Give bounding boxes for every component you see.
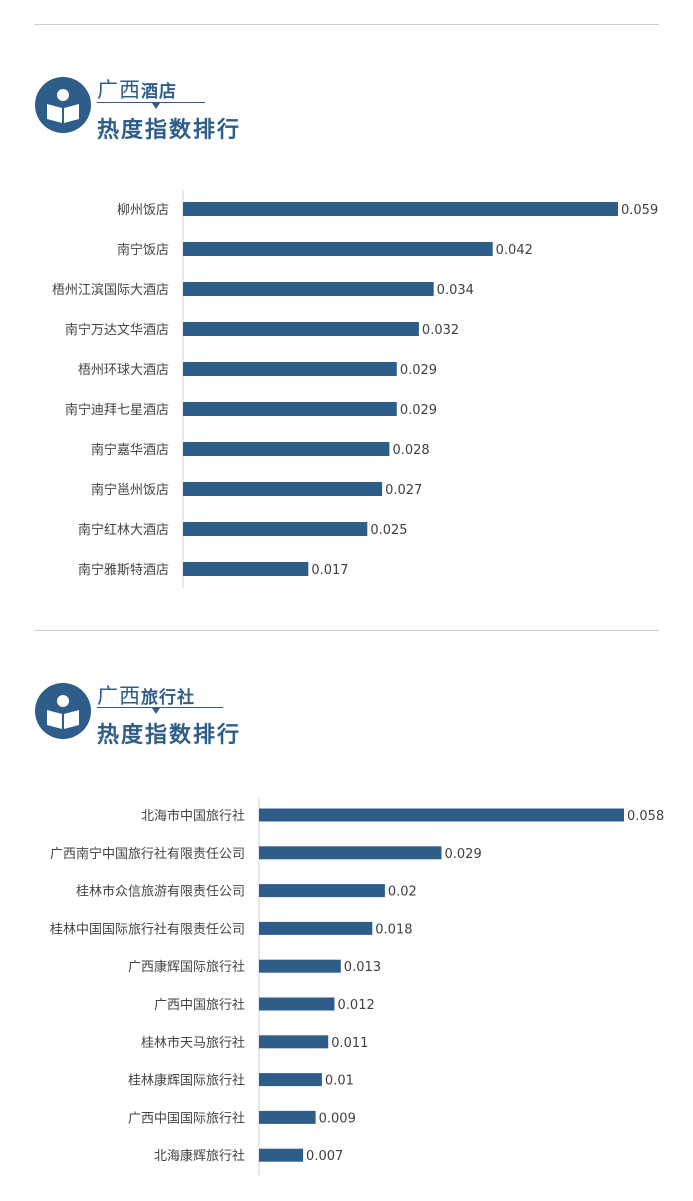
category-label: 梧州环球大酒店 [78,363,169,378]
value-label: 0.007 [306,1149,343,1164]
value-label: 0.042 [496,243,533,258]
category-label: 柳州饭店 [117,203,169,218]
value-label: 0.032 [422,323,459,338]
category-label: 桂林康辉国际旅行社 [128,1073,245,1089]
category-label: 南宁邕州饭店 [91,482,169,498]
value-label: 0.011 [331,1036,368,1051]
bar [259,808,624,822]
value-label: 0.028 [392,443,429,458]
hotel-title-prefix: 广西酒店 [97,78,177,102]
category-label: 南宁雅斯特酒店 [78,562,169,578]
value-label: 0.013 [344,960,381,975]
bar [183,402,397,416]
value-label: 0.01 [325,1074,354,1089]
bar [183,202,618,216]
category-label: 桂林市天马旅行社 [141,1035,245,1051]
bar [183,362,397,376]
bar [183,562,309,576]
hotel-title-underline [97,102,205,103]
agency-title-pointer [152,708,160,714]
open-book-icon [47,89,79,123]
bar [259,1073,322,1087]
category-label: 广西中国旅行社 [154,997,245,1013]
value-label: 0.012 [338,998,375,1013]
bar [259,846,442,860]
bar [183,282,434,296]
bar [259,1148,304,1162]
value-label: 0.029 [400,363,437,378]
top-divider [34,24,659,25]
agency-title-underline [97,707,223,708]
category-label: 梧州江滨国际大酒店 [52,282,169,298]
agency-bar-chart: 北海市中国旅行社 0.058 广西南宁中国旅行社有限责任公司 0.029 桂林市众信旅游… [50,797,664,1175]
value-label: 0.025 [370,523,407,538]
value-label: 0.058 [627,809,664,824]
bar [183,242,493,256]
agency-title-suffix: 旅行社 [141,688,195,708]
hotel-title-main: 热度指数排行 [97,118,242,143]
category-label: 南宁红林大酒店 [78,522,169,538]
value-label: 0.029 [445,847,482,862]
category-label: 北海市中国旅行社 [141,808,245,824]
value-label: 0.029 [400,403,437,418]
bar [183,442,390,456]
agency-section-badge [35,683,91,739]
value-label: 0.018 [375,922,412,937]
value-label: 0.034 [437,283,474,298]
bar [259,921,373,935]
bar [183,482,383,496]
hotel-section-badge [35,77,91,133]
bar [259,997,335,1011]
value-label: 0.009 [319,1111,356,1126]
value-label: 0.02 [388,885,417,900]
category-label: 南宁迪拜七星酒店 [65,402,169,418]
middle-divider [34,630,659,631]
bar [183,522,368,536]
category-label: 北海康辉旅行社 [154,1148,245,1164]
category-label: 广西南宁中国旅行社有限责任公司 [50,846,245,862]
category-label: 桂林中国国际旅行社有限责任公司 [50,921,245,937]
agency-title-main: 热度指数排行 [97,723,242,748]
value-label: 0.027 [385,483,422,498]
category-label: 南宁万达文华酒店 [65,322,169,338]
open-book-icon [47,695,79,729]
category-label: 桂林市众信旅游有限责任公司 [76,884,245,900]
value-label: 0.017 [311,563,348,578]
bar [259,1110,316,1124]
hotel-title-pointer [152,103,160,109]
bar [259,959,341,973]
category-label: 广西中国国际旅行社 [128,1110,245,1126]
category-label: 南宁饭店 [117,242,169,258]
bar [259,1035,329,1049]
hotel-bar-chart: 柳州饭店 0.059 南宁饭店 0.042 梧州江滨国际大酒店 0.034 南宁万达文华酒店… [52,190,658,588]
category-label: 广西康辉国际旅行社 [128,959,245,975]
value-label: 0.059 [621,203,658,218]
bar [183,322,419,336]
category-label: 南宁嘉华酒店 [91,442,169,458]
bar [259,884,385,898]
hotel-title-suffix: 酒店 [141,82,177,102]
agency-title-prefix: 广西旅行社 [97,684,195,708]
